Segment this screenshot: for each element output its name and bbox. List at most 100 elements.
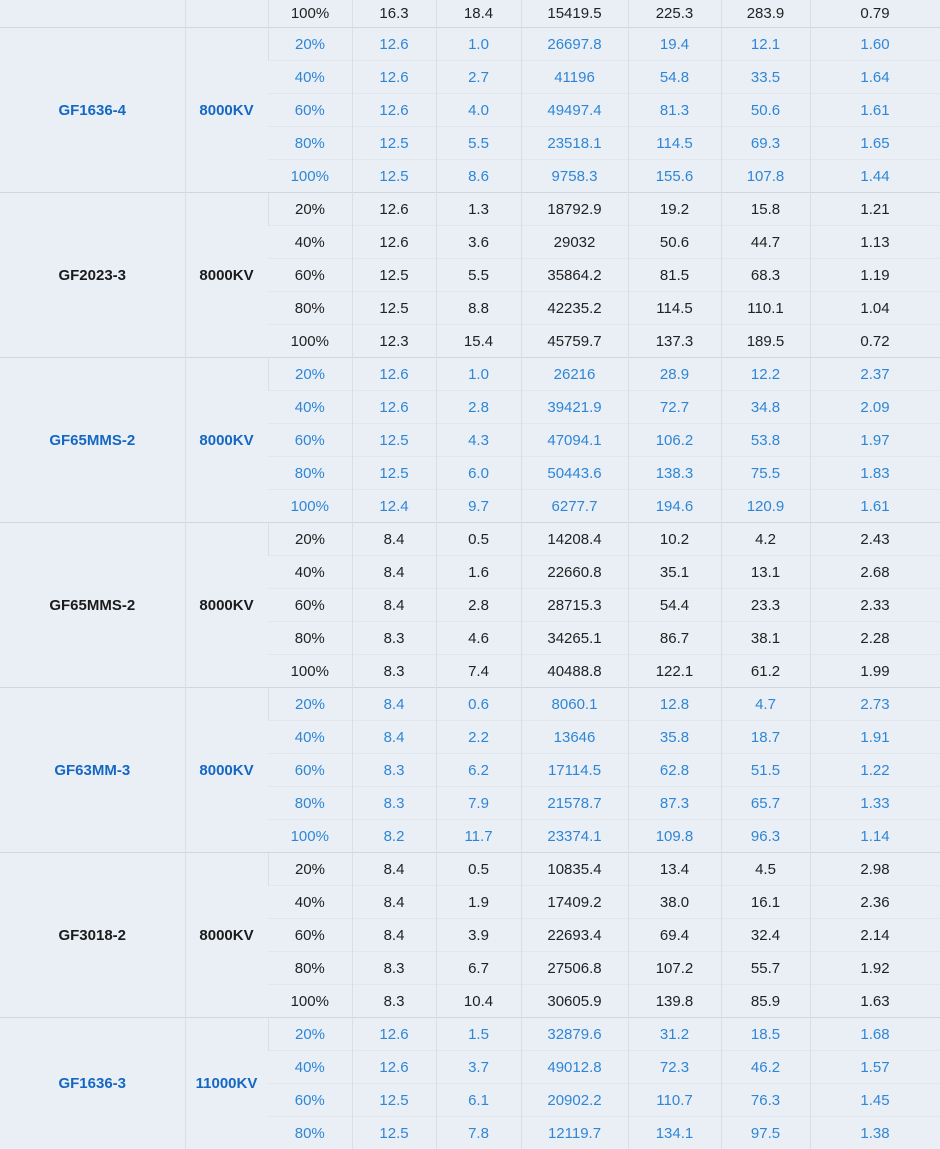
- value-cell: 12.1: [720, 27, 810, 61]
- value-cell: 51.5: [720, 753, 810, 787]
- value-cell: 138.3: [627, 456, 721, 490]
- value-cell: 2.8: [435, 588, 521, 622]
- value-cell: 12.6: [351, 27, 436, 61]
- value-cell: 20902.2: [520, 1083, 628, 1117]
- value-cell: 23.3: [720, 588, 810, 622]
- model-cell: GF63MM-3: [0, 687, 185, 853]
- value-cell: 12.5: [351, 423, 436, 457]
- throttle-percent-cell: 80%: [268, 951, 352, 985]
- value-cell: 8.2: [351, 819, 436, 853]
- throttle-percent-cell: 40%: [268, 60, 352, 94]
- value-cell: 54.8: [627, 60, 721, 94]
- value-cell: 8.3: [351, 786, 436, 820]
- voltage-cell: 8000KV: [184, 522, 268, 688]
- model-section: GF65MMS-2 8000KV 20% 12.6 1.0 26216 28.9 12.2 2.…: [0, 357, 940, 523]
- value-cell: 49012.8: [520, 1050, 628, 1084]
- voltage-cell: 8000KV: [184, 357, 268, 523]
- value-cell: 23374.1: [520, 819, 628, 853]
- value-cell: 85.9: [720, 984, 810, 1018]
- value-cell: 35.1: [627, 555, 721, 589]
- value-cell: 12.8: [627, 687, 721, 721]
- value-cell: 2.2: [435, 720, 521, 754]
- value-cell: 33.5: [720, 60, 810, 94]
- value-cell: 1.45: [809, 1083, 940, 1117]
- value-cell: 1.04: [809, 291, 940, 325]
- value-cell: 8.4: [351, 555, 436, 589]
- throttle-percent-cell: 100%: [268, 324, 352, 358]
- throttle-percent-cell: 100%: [268, 489, 352, 523]
- value-cell: 0.79: [809, 0, 940, 28]
- model-section: GF2023-3 8000KV 20% 12.6 1.3 18792.9 19.2 15.8 1…: [0, 192, 940, 358]
- value-cell: 0.5: [435, 852, 521, 886]
- value-cell: 1.33: [809, 786, 940, 820]
- value-cell: 7.8: [435, 1116, 521, 1149]
- throttle-percent-cell: 80%: [268, 291, 352, 325]
- value-cell: 12.6: [351, 357, 436, 391]
- value-cell: 96.3: [720, 819, 810, 853]
- model-cell: [0, 0, 185, 28]
- value-cell: 81.3: [627, 93, 721, 127]
- value-cell: 1.0: [435, 27, 521, 61]
- value-cell: 12.6: [351, 60, 436, 94]
- value-cell: 194.6: [627, 489, 721, 523]
- value-cell: 12.3: [351, 324, 436, 358]
- value-cell: 28.9: [627, 357, 721, 391]
- table-row: GF65MMS-2 8000KV 20% 12.6 1.0 26216 28.9 12.2 2.…: [0, 357, 940, 523]
- table-row: 100% 8.3 10.4 30605.9 139.8 85.9 1.63: [0, 984, 940, 1018]
- value-cell: 9758.3: [520, 159, 628, 193]
- value-cell: 1.14: [809, 819, 940, 853]
- value-cell: 2.36: [809, 885, 940, 919]
- value-cell: 12.6: [351, 1017, 436, 1051]
- voltage-cell: 8000KV: [184, 687, 268, 853]
- value-cell: 6.1: [435, 1083, 521, 1117]
- value-cell: 62.8: [627, 753, 721, 787]
- value-cell: 75.5: [720, 456, 810, 490]
- value-cell: 16.3: [351, 0, 436, 28]
- value-cell: 107.8: [720, 159, 810, 193]
- value-cell: 8.3: [351, 984, 436, 1018]
- value-cell: 1.57: [809, 1050, 940, 1084]
- value-cell: 1.61: [809, 489, 940, 523]
- value-cell: 44.7: [720, 225, 810, 259]
- value-cell: 18.4: [435, 0, 521, 28]
- value-cell: 72.3: [627, 1050, 721, 1084]
- value-cell: 1.99: [809, 654, 940, 688]
- value-cell: 3.6: [435, 225, 521, 259]
- throttle-percent-cell: 20%: [267, 687, 352, 721]
- value-cell: 1.22: [809, 753, 940, 787]
- throttle-percent-cell: 20%: [267, 1017, 352, 1051]
- value-cell: 8.4: [351, 687, 436, 721]
- value-cell: 8.3: [351, 951, 436, 985]
- voltage-cell: 8000KV: [184, 192, 268, 358]
- throttle-percent-cell: 80%: [268, 786, 352, 820]
- value-cell: 12.6: [351, 1050, 436, 1084]
- table-row: GF65MMS-2 8000KV 20% 8.4 0.5 14208.4 10.2 4.2 2.…: [0, 522, 940, 688]
- value-cell: 12119.7: [520, 1116, 628, 1149]
- throttle-percent-cell: 40%: [268, 225, 352, 259]
- value-cell: 54.4: [627, 588, 721, 622]
- value-cell: 35864.2: [520, 258, 628, 292]
- throttle-percent-cell: 100%: [267, 0, 352, 28]
- value-cell: 55.7: [720, 951, 810, 985]
- value-cell: 15.4: [435, 324, 521, 358]
- value-cell: 72.7: [627, 390, 721, 424]
- value-cell: 8060.1: [520, 687, 628, 721]
- value-cell: 114.5: [627, 126, 721, 160]
- value-cell: 15.8: [720, 192, 810, 226]
- throttle-percent-cell: 100%: [268, 159, 352, 193]
- value-cell: 8.4: [351, 885, 436, 919]
- value-cell: 32879.6: [520, 1017, 628, 1051]
- table-row: 100% 8.2 11.7 23374.1 109.8 96.3 1.14: [0, 819, 940, 853]
- value-cell: 139.8: [627, 984, 721, 1018]
- table-row: 40% 8.4 2.2 13646 35.8 18.7 1.91: [0, 720, 940, 754]
- value-cell: 12.5: [351, 1083, 436, 1117]
- value-cell: 1.13: [809, 225, 940, 259]
- value-cell: 17114.5: [520, 753, 628, 787]
- value-cell: 4.0: [435, 93, 521, 127]
- value-cell: 34.8: [720, 390, 810, 424]
- model-section: GF63MM-3 8000KV 20% 8.4 0.6 8060.1 12.8 4.7 2.73…: [0, 687, 940, 853]
- value-cell: 8.3: [351, 621, 436, 655]
- value-cell: 69.4: [627, 918, 721, 952]
- table-row: 100% 12.4 9.7 6277.7 194.6 120.9 1.61: [0, 489, 940, 523]
- value-cell: 8.4: [351, 852, 436, 886]
